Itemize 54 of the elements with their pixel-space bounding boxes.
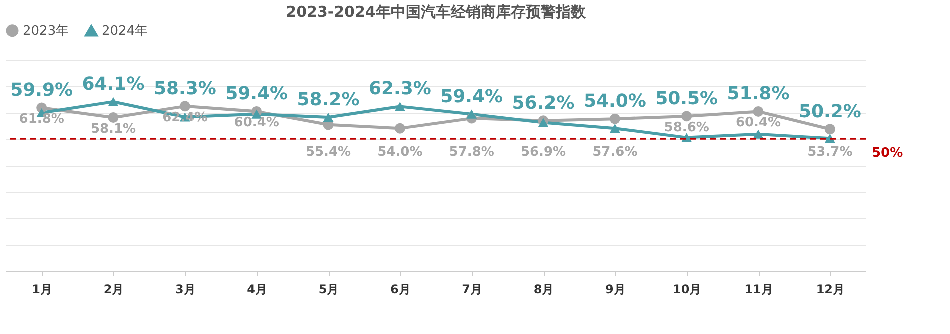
data-label: 54.0% [378, 145, 423, 160]
x-tick-label: 2月 [104, 282, 124, 296]
x-tick-label: 9月 [605, 282, 626, 296]
data-label: 64.1% [82, 74, 145, 95]
x-tick-label: 11月 [744, 282, 774, 296]
point [394, 123, 406, 134]
data-label: 59.4% [440, 86, 504, 108]
point [394, 102, 406, 112]
legend-label: 2024年 [102, 24, 148, 40]
point [180, 101, 190, 112]
point [610, 114, 620, 124]
data-label: 55.4% [306, 145, 352, 160]
point [466, 110, 478, 119]
data-label: 53.7% [808, 145, 853, 160]
point [610, 124, 620, 134]
data-label: 60.4% [736, 116, 782, 131]
data-label: 51.8% [727, 84, 790, 105]
x-tick-label: 3月 [175, 282, 196, 296]
point [323, 112, 334, 122]
x-tick-label: 1月 [32, 282, 53, 296]
data-label: 61.8% [19, 112, 64, 128]
x-tick-label: 6月 [390, 282, 411, 296]
data-label: 59.9% [10, 80, 74, 102]
x-tick-label: 5月 [318, 282, 340, 296]
data-label: 58.2% [297, 89, 360, 110]
data-label: 56.9% [520, 145, 566, 160]
point [682, 111, 692, 122]
point [108, 112, 119, 123]
ref-line-label: 50% [872, 146, 904, 162]
data-label: 60.4% [234, 116, 280, 131]
chart-title: 2023-2024年中国汽车经销商库存预警指数 [286, 3, 587, 21]
point [538, 118, 549, 128]
data-label: 56.2% [512, 92, 575, 114]
data-label: 50.2% [798, 101, 862, 122]
data-label: 58.3% [154, 78, 216, 100]
x-tick-label: 7月 [462, 282, 483, 296]
data-label: 57.6% [592, 145, 638, 160]
data-label: 62.3% [368, 78, 432, 100]
data-label: 54.0% [584, 91, 646, 112]
x-tick-label: 12月 [816, 282, 846, 296]
point [824, 124, 836, 135]
x-tick-label: 10月 [672, 282, 702, 296]
data-label: 58.1% [90, 122, 136, 137]
data-label: 58.6% [664, 120, 710, 136]
data-label: 59.4% [226, 84, 288, 105]
point [682, 133, 692, 142]
point [753, 130, 764, 139]
x-tick-label: 4月 [247, 282, 268, 296]
data-label: 57.8% [449, 145, 494, 160]
data-label: 50.5% [656, 88, 718, 110]
point [753, 106, 764, 117]
point [108, 97, 119, 106]
legend-label: 2023年 [23, 24, 70, 39]
x-tick-label: 8月 [534, 282, 554, 296]
